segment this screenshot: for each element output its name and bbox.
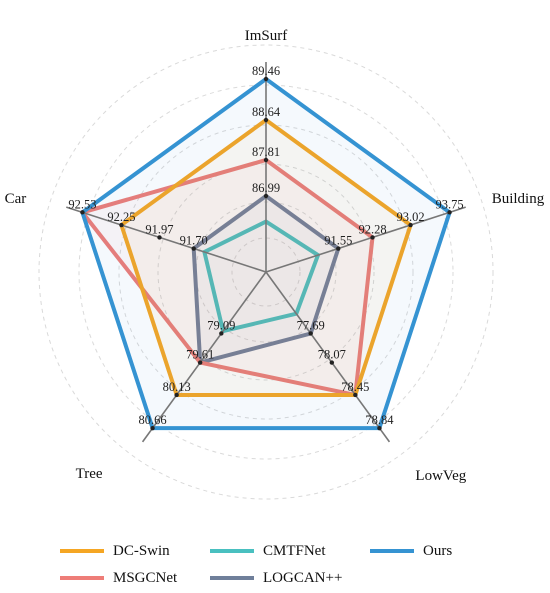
series-cmtfnet bbox=[202, 219, 321, 334]
tick-label: 87.81 bbox=[252, 145, 280, 159]
tick-label: 93.75 bbox=[435, 197, 463, 211]
legend-item-cmtfnet: CMTFNet bbox=[210, 540, 370, 562]
tick-label: 79.09 bbox=[207, 318, 235, 332]
axis-name-imsurf: ImSurf bbox=[245, 28, 288, 44]
tick-label: 91.70 bbox=[180, 234, 208, 248]
legend-swatch bbox=[60, 549, 104, 553]
tick-label: 91.55 bbox=[324, 234, 352, 248]
axis-name-car: Car bbox=[5, 191, 27, 207]
tick-dot bbox=[150, 425, 155, 431]
tick-dot bbox=[408, 222, 413, 228]
legend-label: MSGCNet bbox=[113, 569, 178, 586]
grid-ring bbox=[118, 124, 414, 420]
tick-dot bbox=[263, 76, 269, 82]
legend-item-msgcnet: MSGCNet bbox=[60, 567, 210, 589]
axis-line bbox=[66, 206, 267, 273]
tick-dot bbox=[308, 331, 313, 336]
tick-label: 88.64 bbox=[252, 105, 281, 119]
legend-item-logcan-: LOGCAN++ bbox=[210, 567, 370, 589]
legend: DC-Swin CMTFNet Ours MSGCNet LOGCAN++ bbox=[60, 540, 530, 590]
axis-line bbox=[265, 206, 466, 273]
tick-dot bbox=[119, 222, 124, 228]
tick-label: 80.13 bbox=[163, 380, 191, 394]
tick-label: 92.28 bbox=[358, 222, 386, 236]
tick-dot bbox=[377, 425, 382, 431]
tick-label: 92.25 bbox=[107, 210, 135, 224]
legend-label: Ours bbox=[423, 542, 453, 559]
grid-ring bbox=[157, 163, 375, 381]
legend-swatch bbox=[210, 549, 254, 553]
tick-label: 78.45 bbox=[341, 380, 369, 394]
tick-dot bbox=[174, 392, 179, 398]
tick-label: 78.07 bbox=[318, 348, 346, 362]
tick-dot bbox=[263, 157, 269, 163]
tick-label: 92.53 bbox=[68, 197, 96, 211]
tick-dot bbox=[263, 117, 269, 123]
radar-axes: 86.99 87.81 88.64 89.46 ImSurf 91.55 92.28 93.0… bbox=[5, 28, 545, 484]
tick-label: 86.99 bbox=[252, 181, 280, 195]
axis-name-building: Building bbox=[492, 191, 545, 207]
tick-label: 79.61 bbox=[186, 348, 214, 362]
tick-dot bbox=[80, 210, 85, 215]
legend-swatch bbox=[60, 576, 104, 580]
tick-dot bbox=[353, 392, 358, 398]
legend-item-dc-swin: DC-Swin bbox=[60, 540, 210, 562]
tick-label: 91.97 bbox=[145, 222, 173, 236]
tick-label: 77.69 bbox=[297, 318, 325, 332]
tick-dot bbox=[329, 360, 335, 365]
tick-label: 89.46 bbox=[252, 64, 280, 78]
grid-ring bbox=[231, 237, 301, 307]
tick-dot bbox=[157, 235, 162, 240]
legend-label: CMTFNet bbox=[263, 542, 326, 559]
tick-dot bbox=[219, 331, 224, 336]
legend-label: LOGCAN++ bbox=[263, 569, 343, 586]
tick-dot bbox=[336, 246, 341, 251]
axis-name-lowveg: LowVeg bbox=[415, 468, 466, 484]
tick-dot bbox=[370, 235, 375, 240]
axis-line bbox=[141, 271, 267, 443]
tick-dot bbox=[197, 360, 203, 365]
legend-swatch bbox=[210, 576, 254, 580]
legend-swatch bbox=[370, 549, 414, 553]
series-msgcnet bbox=[78, 157, 375, 398]
axis-line bbox=[265, 271, 391, 443]
tick-dot bbox=[263, 193, 269, 199]
tick-label: 80.66 bbox=[138, 413, 166, 427]
tick-dot bbox=[447, 210, 452, 215]
legend-item-ours: Ours bbox=[370, 540, 520, 562]
legend-label: DC-Swin bbox=[113, 542, 170, 559]
tick-label: 78.84 bbox=[365, 413, 394, 427]
tick-label: 93.02 bbox=[396, 210, 424, 224]
tick-dot bbox=[191, 246, 196, 251]
axis-name-tree: Tree bbox=[76, 466, 103, 482]
